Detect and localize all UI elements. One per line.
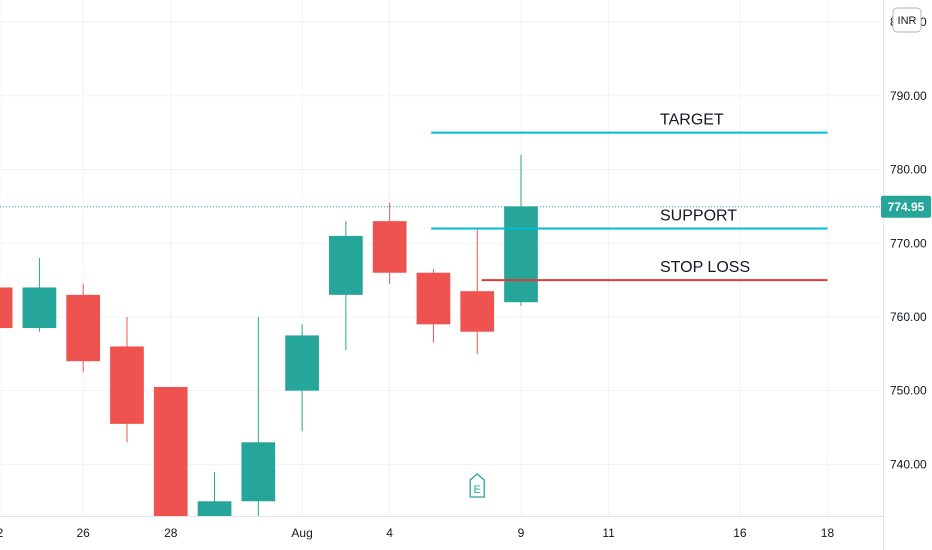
earnings-marker[interactable]: E (469, 473, 485, 498)
annotation-label: STOP LOSS (660, 259, 750, 276)
candle-up (22, 258, 57, 332)
candle-down (66, 283, 101, 373)
price-tick-label: 740.00 (890, 457, 927, 471)
earnings-icon[interactable] (469, 473, 485, 498)
axis-badges: 774.95 INR (881, 7, 931, 218)
candle-down (153, 387, 188, 516)
candle-body (416, 272, 451, 325)
annotation-label: TARGET (660, 112, 724, 129)
candle-down (0, 287, 13, 329)
time-tick-label: 18 (821, 526, 835, 540)
candle-body (0, 287, 13, 329)
time-tick-label: 28 (164, 526, 178, 540)
price-axis-background (883, 0, 932, 550)
currency-badge-text: INR (898, 15, 917, 27)
annotation-support[interactable]: SUPPORT (431, 208, 828, 230)
candle-down (372, 202, 407, 284)
price-tick-label: 750.00 (890, 384, 927, 398)
price-tick-label: 770.00 (890, 236, 927, 250)
candle-body (460, 291, 495, 332)
time-axis[interactable]: 2 26 28 Aug 4 9 11 16 18 (0, 516, 883, 550)
candle-up (504, 154, 538, 306)
candle-body (110, 346, 144, 424)
currency-badge[interactable]: INR (892, 7, 922, 33)
annotation-target[interactable]: TARGET (431, 112, 828, 134)
time-tick-label: 4 (386, 526, 393, 540)
currency-badge-box[interactable] (892, 7, 922, 33)
candle-body (241, 442, 276, 502)
candle-body (66, 294, 101, 362)
candle-down (110, 316, 144, 443)
time-tick-label: Aug (291, 526, 312, 540)
candle-body (153, 387, 188, 516)
price-tick-label: 780.00 (890, 163, 927, 177)
annotation-lines: TARGET SUPPORT STOP LOSS (431, 112, 828, 282)
annotation-label: SUPPORT (660, 208, 737, 225)
time-tick-label: 9 (518, 526, 525, 540)
earnings-label: E (474, 484, 481, 496)
last-price-badge: 774.95 (881, 195, 931, 218)
candle-body (22, 287, 57, 329)
time-tick-label: 2 (0, 526, 4, 540)
candle-down (460, 228, 495, 354)
time-axis-background (0, 516, 883, 550)
price-tick-label: 760.00 (890, 310, 927, 324)
candle-up (241, 316, 276, 516)
annotation-stop-loss[interactable]: STOP LOSS (481, 259, 828, 282)
candle-body (285, 335, 319, 391)
candle-down (416, 269, 451, 343)
candle-up (285, 324, 319, 432)
candle-body (372, 221, 407, 273)
candle-body (504, 206, 538, 303)
last-price-badge-text: 774.95 (888, 200, 925, 214)
candle-up (329, 221, 363, 351)
time-tick-label: 11 (602, 526, 615, 540)
candle-up (197, 471, 232, 516)
chart-grid (0, 0, 883, 516)
time-tick-label: 16 (733, 526, 747, 540)
candle-body (197, 501, 232, 516)
last-price-badge-bg (881, 195, 931, 218)
price-axis[interactable]: 740.00750.00760.00770.00780.00790.00800.… (883, 0, 932, 550)
candles-layer (0, 154, 538, 516)
time-tick-label: 26 (77, 526, 91, 540)
candle-body (329, 235, 363, 295)
price-tick-label: 790.00 (890, 89, 927, 103)
